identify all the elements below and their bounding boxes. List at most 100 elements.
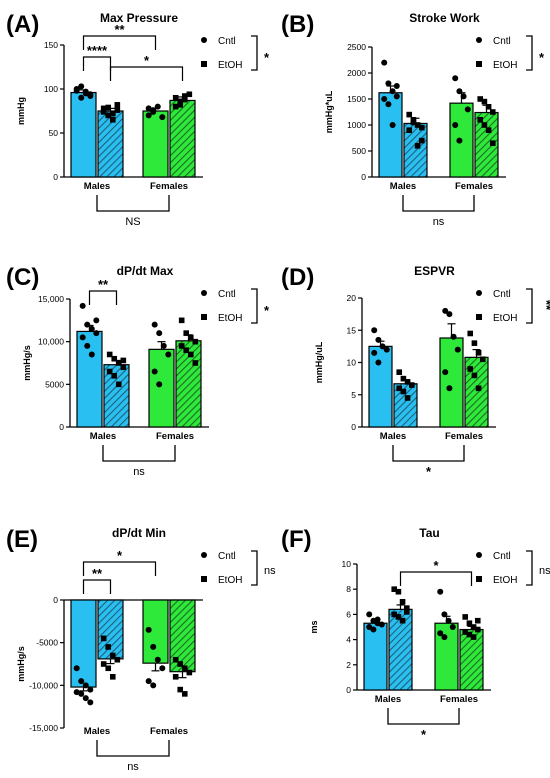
data-point xyxy=(172,103,179,110)
comparison-sig-label: * xyxy=(144,53,150,68)
y-tick-label: 500 xyxy=(352,146,366,156)
x-category-label: Females xyxy=(156,431,194,442)
y-tick-label: -5000 xyxy=(36,638,58,648)
x-category-label: Males xyxy=(375,694,401,705)
bottom-sig-label: ns xyxy=(433,216,445,228)
legend-label-cntl: Cntl xyxy=(218,551,236,562)
comparison-bracket xyxy=(82,35,157,50)
data-point xyxy=(399,617,406,624)
data-point xyxy=(375,336,382,343)
data-point xyxy=(177,661,184,667)
legend-marker-cntl xyxy=(201,37,207,43)
data-point xyxy=(441,611,448,618)
data-point xyxy=(470,624,477,630)
y-tick-label: 6 xyxy=(346,609,351,619)
bottom-sig-label: * xyxy=(426,464,432,479)
legend-marker-cntl xyxy=(476,552,482,558)
data-point xyxy=(78,678,85,685)
data-point xyxy=(442,307,449,314)
data-point xyxy=(466,631,473,638)
panel-2: (C) dP/dt Max 0 5000 10,000 15,000 mmHg/s Males… xyxy=(6,264,270,478)
data-point xyxy=(187,351,194,358)
legend-marker-etoh xyxy=(201,314,207,320)
legend-bracket xyxy=(526,288,533,324)
data-point xyxy=(172,656,179,663)
legend-sig-label: ** xyxy=(539,300,550,311)
data-point xyxy=(371,349,378,356)
data-point xyxy=(84,342,91,349)
data-point xyxy=(186,669,193,676)
comparison-sig-label: **** xyxy=(87,43,108,58)
legend-sig-label: * xyxy=(539,50,545,65)
data-point xyxy=(375,359,382,366)
data-point xyxy=(475,350,482,356)
data-point xyxy=(481,122,488,128)
data-point xyxy=(177,102,184,108)
panel-label: (C) xyxy=(6,264,39,291)
data-point xyxy=(78,83,85,90)
y-axis-label: mmHg*uL xyxy=(324,90,334,133)
data-point xyxy=(73,689,80,696)
y-tick-label: 5000 xyxy=(45,379,64,389)
legend-sig-label: * xyxy=(264,303,270,318)
data-point xyxy=(446,311,453,318)
comparison-sig-label: ** xyxy=(114,22,125,37)
data-point xyxy=(477,96,484,102)
data-point xyxy=(183,347,190,353)
legend-label-cntl: Cntl xyxy=(218,289,236,300)
bottom-bracket xyxy=(387,708,460,725)
data-point xyxy=(114,102,121,108)
data-point xyxy=(186,91,193,98)
data-point xyxy=(154,103,161,110)
data-point xyxy=(393,93,400,100)
y-tick-label: 50 xyxy=(49,128,59,138)
data-point xyxy=(73,86,80,92)
bottom-bracket xyxy=(402,195,475,212)
data-point xyxy=(479,356,486,363)
legend-bracket xyxy=(251,288,258,324)
data-point xyxy=(389,122,396,128)
data-point xyxy=(404,379,411,385)
data-point xyxy=(489,109,496,115)
data-point xyxy=(449,624,456,630)
data-point xyxy=(93,330,100,337)
bottom-sig-label: NS xyxy=(125,216,140,228)
data-point xyxy=(115,360,122,366)
y-tick-label: 2500 xyxy=(347,42,366,52)
comparison-sig-label: * xyxy=(433,558,439,573)
y-axis-label: mmHg/uL xyxy=(314,341,324,383)
data-point xyxy=(172,95,179,101)
legend-label-etoh: EtOH xyxy=(218,60,242,71)
data-point xyxy=(100,661,107,667)
data-point xyxy=(114,107,121,113)
comparison-sig-label: ** xyxy=(98,277,109,292)
data-point xyxy=(100,109,107,115)
data-point xyxy=(165,351,172,358)
y-tick-label: 10 xyxy=(342,559,352,569)
chart-title: dP/dt Min xyxy=(112,526,166,540)
y-tick-label: 100 xyxy=(44,84,58,94)
data-point xyxy=(192,338,199,345)
data-point xyxy=(82,88,89,95)
y-tick-label: 20 xyxy=(347,293,357,303)
y-tick-label: -10,000 xyxy=(29,680,58,690)
panel-label: (F) xyxy=(281,526,312,553)
data-point xyxy=(181,93,188,99)
data-point xyxy=(396,385,403,392)
data-point xyxy=(456,137,463,144)
x-category-label: Females xyxy=(150,726,188,737)
data-point xyxy=(120,364,127,371)
data-point xyxy=(151,368,158,375)
bottom-sig-label: * xyxy=(421,727,427,742)
comparison-bracket xyxy=(82,579,112,594)
legend-label-etoh: EtOH xyxy=(218,575,242,586)
data-point xyxy=(446,385,453,392)
data-point xyxy=(441,634,448,641)
data-point xyxy=(477,117,484,123)
y-tick-label: -15,000 xyxy=(29,723,58,733)
panel-label: (B) xyxy=(281,11,314,38)
data-point xyxy=(159,665,166,672)
data-point xyxy=(414,122,421,128)
data-point xyxy=(145,112,152,119)
